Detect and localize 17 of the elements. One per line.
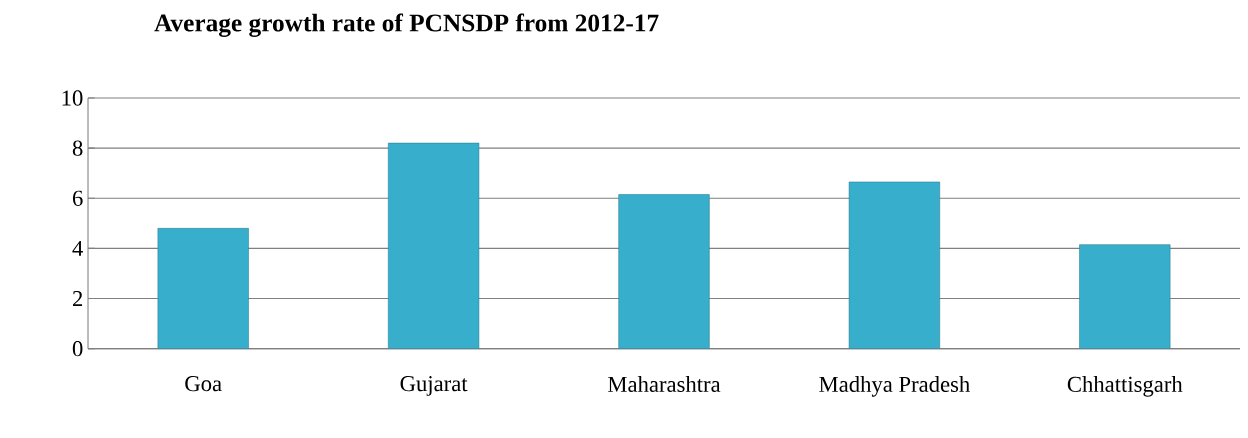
y-tick-label: 6 [72, 190, 83, 206]
y-tick-label: 8 [72, 140, 83, 156]
x-tick-label: Chhattisgarh [1067, 376, 1183, 397]
x-tick-label: Gujarat [400, 376, 468, 396]
bar [157, 228, 249, 349]
x-tick-label: Goa [185, 376, 222, 392]
x-tick-label: Maharashtra [608, 376, 721, 392]
x-tick-label: Madhya Pradesh [819, 376, 970, 397]
bar [618, 194, 710, 349]
y-tick-label: 0 [72, 341, 83, 357]
bar [1079, 244, 1171, 349]
y-tick-label: 2 [72, 291, 83, 307]
chart-title: Average growth rate of PCNSDP from 2012-17 [154, 13, 659, 37]
y-tick-label: 10 [62, 90, 83, 106]
y-tick-label: 4 [72, 240, 83, 256]
bar [848, 181, 941, 349]
bar [388, 142, 480, 349]
